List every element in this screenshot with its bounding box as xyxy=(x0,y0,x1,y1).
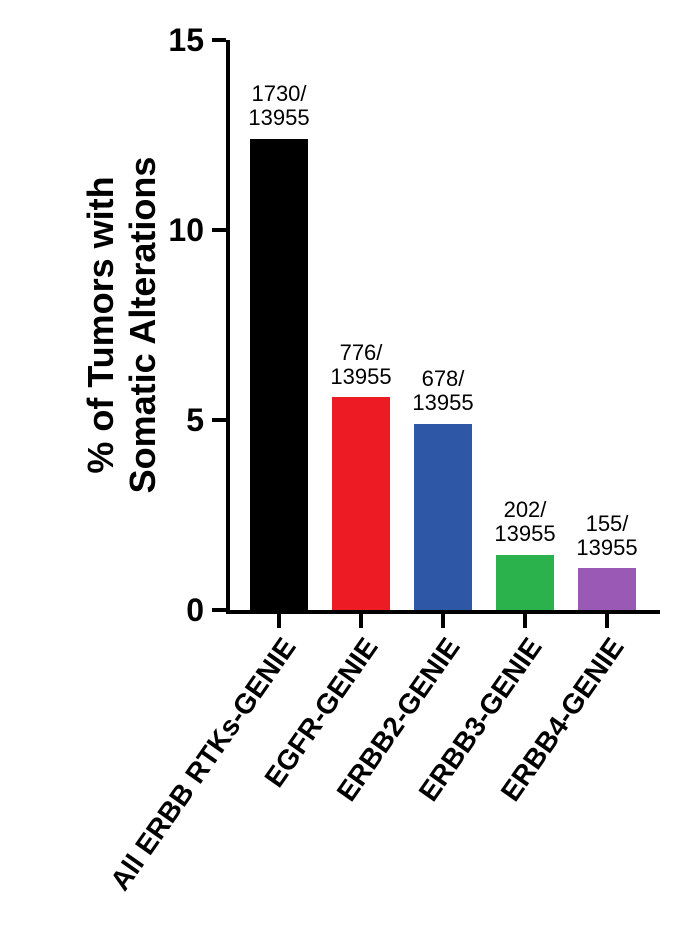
x-tick xyxy=(277,614,281,628)
y-axis-label-line2: Somatic Alterations xyxy=(122,135,164,515)
bar-count-label: 1730/ 13955 xyxy=(235,82,323,130)
x-tick xyxy=(359,614,363,628)
bar xyxy=(578,568,636,610)
bar xyxy=(414,424,472,610)
bar-count-label: 155/ 13955 xyxy=(563,512,651,560)
y-tick xyxy=(212,38,226,42)
x-tick xyxy=(441,614,445,628)
y-tick-label: 10 xyxy=(152,212,204,249)
y-tick-label: 5 xyxy=(152,402,204,439)
chart-container: % of Tumors with Somatic Alterations 0 5 1… xyxy=(0,0,700,926)
bar-count-label: 202/ 13955 xyxy=(481,498,569,546)
bar xyxy=(496,555,554,610)
y-tick xyxy=(212,228,226,232)
x-tick xyxy=(605,614,609,628)
bar xyxy=(332,397,390,610)
y-tick-label: 0 xyxy=(152,592,204,629)
bar-count-label: 678/ 13955 xyxy=(399,367,487,415)
x-tick xyxy=(523,614,527,628)
y-tick-label: 15 xyxy=(152,22,204,59)
bar xyxy=(250,139,308,610)
y-tick xyxy=(212,608,226,612)
y-axis-label-line1: % of Tumors with xyxy=(80,135,122,515)
y-tick xyxy=(212,418,226,422)
bar-count-label: 776/ 13955 xyxy=(317,341,405,389)
y-axis xyxy=(226,40,230,614)
